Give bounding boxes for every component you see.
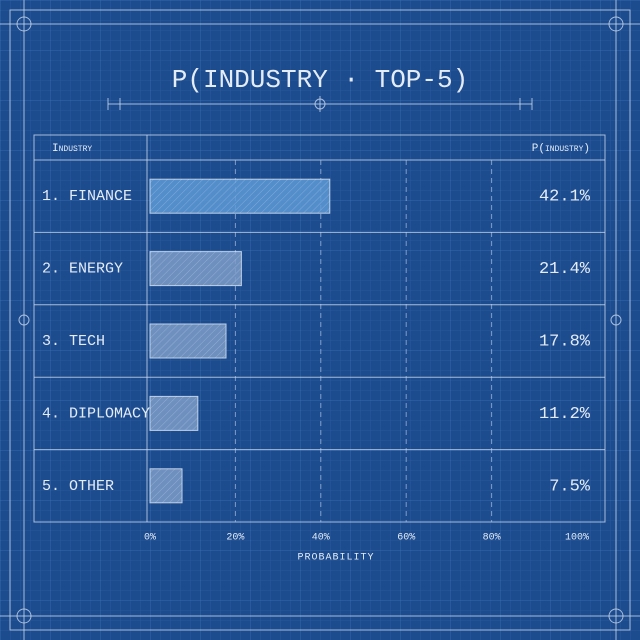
bar-hatch [150,179,330,214]
category-label: 4. DIPLOMACY [42,405,150,422]
x-axis-label: PROBABILITY [297,553,374,564]
value-label: 42.1% [539,188,591,207]
category-header: Industry [52,143,92,155]
value-label: 11.2% [539,405,591,424]
bar-hatch [150,396,198,431]
chart-title: P(INDUSTRY · TOP-5) [172,65,468,95]
x-tick-label: 20% [226,533,244,544]
category-label: 5. OTHER [42,478,114,495]
bar-hatch [150,251,242,286]
category-label: 2. ENERGY [42,261,123,278]
value-header: P(industry) [532,143,590,155]
x-tick-label: 60% [397,533,415,544]
x-tick-label: 100% [565,533,589,544]
bar-hatch [150,324,227,358]
category-label: 1. FINANCE [42,188,132,205]
bar-hatch [150,468,183,503]
x-tick-label: 0% [144,533,156,544]
x-tick-label: 80% [483,533,501,544]
category-label: 3. TECH [42,333,105,350]
value-label: 21.4% [539,260,591,279]
value-label: 17.8% [539,332,591,351]
value-label: 7.5% [549,477,591,496]
x-tick-label: 40% [312,533,330,544]
